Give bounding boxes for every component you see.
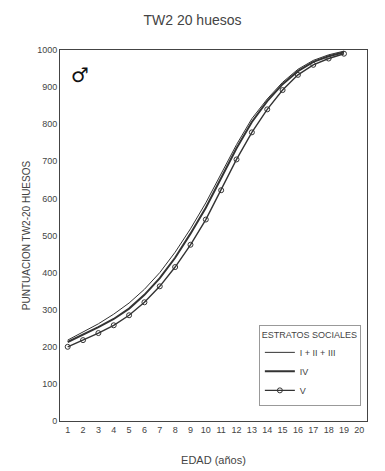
svg-text:1: 1	[65, 425, 70, 435]
svg-text:0: 0	[52, 416, 57, 426]
svg-text:2: 2	[81, 425, 86, 435]
svg-text:500: 500	[42, 231, 57, 241]
svg-text:♂: ♂	[71, 63, 89, 87]
svg-text:20: 20	[354, 425, 364, 435]
svg-text:4: 4	[111, 425, 116, 435]
svg-text:15: 15	[278, 425, 288, 435]
svg-text:14: 14	[262, 425, 272, 435]
svg-text:I + II + III: I + II + III	[300, 348, 336, 358]
svg-text:TW2 20 huesos: TW2 20 huesos	[143, 12, 241, 28]
svg-text:8: 8	[173, 425, 178, 435]
svg-text:IV: IV	[300, 367, 309, 377]
svg-text:PUNTUACION TW2-20 HUESOS: PUNTUACION TW2-20 HUESOS	[21, 161, 32, 311]
svg-text:11: 11	[216, 425, 225, 435]
svg-text:5: 5	[127, 425, 132, 435]
svg-text:300: 300	[42, 305, 57, 315]
svg-text:18: 18	[324, 425, 334, 435]
svg-text:200: 200	[42, 342, 57, 352]
svg-text:600: 600	[42, 194, 57, 204]
svg-text:6: 6	[142, 425, 147, 435]
svg-text:19: 19	[339, 425, 349, 435]
svg-text:EDAD (años): EDAD (años)	[181, 454, 246, 466]
svg-text:12: 12	[232, 425, 242, 435]
svg-text:900: 900	[42, 82, 57, 92]
svg-text:16: 16	[293, 425, 303, 435]
svg-text:9: 9	[188, 425, 193, 435]
svg-text:800: 800	[42, 119, 57, 129]
svg-text:17: 17	[308, 425, 318, 435]
svg-text:V: V	[300, 386, 306, 396]
svg-text:ESTRATOS SOCIALES: ESTRATOS SOCIALES	[262, 330, 357, 340]
svg-text:7: 7	[157, 425, 162, 435]
svg-text:100: 100	[42, 379, 57, 389]
svg-text:3: 3	[96, 425, 101, 435]
svg-text:400: 400	[42, 268, 57, 278]
svg-text:13: 13	[247, 425, 257, 435]
svg-text:10: 10	[201, 425, 211, 435]
svg-text:700: 700	[42, 156, 57, 166]
svg-text:1000: 1000	[37, 45, 57, 55]
